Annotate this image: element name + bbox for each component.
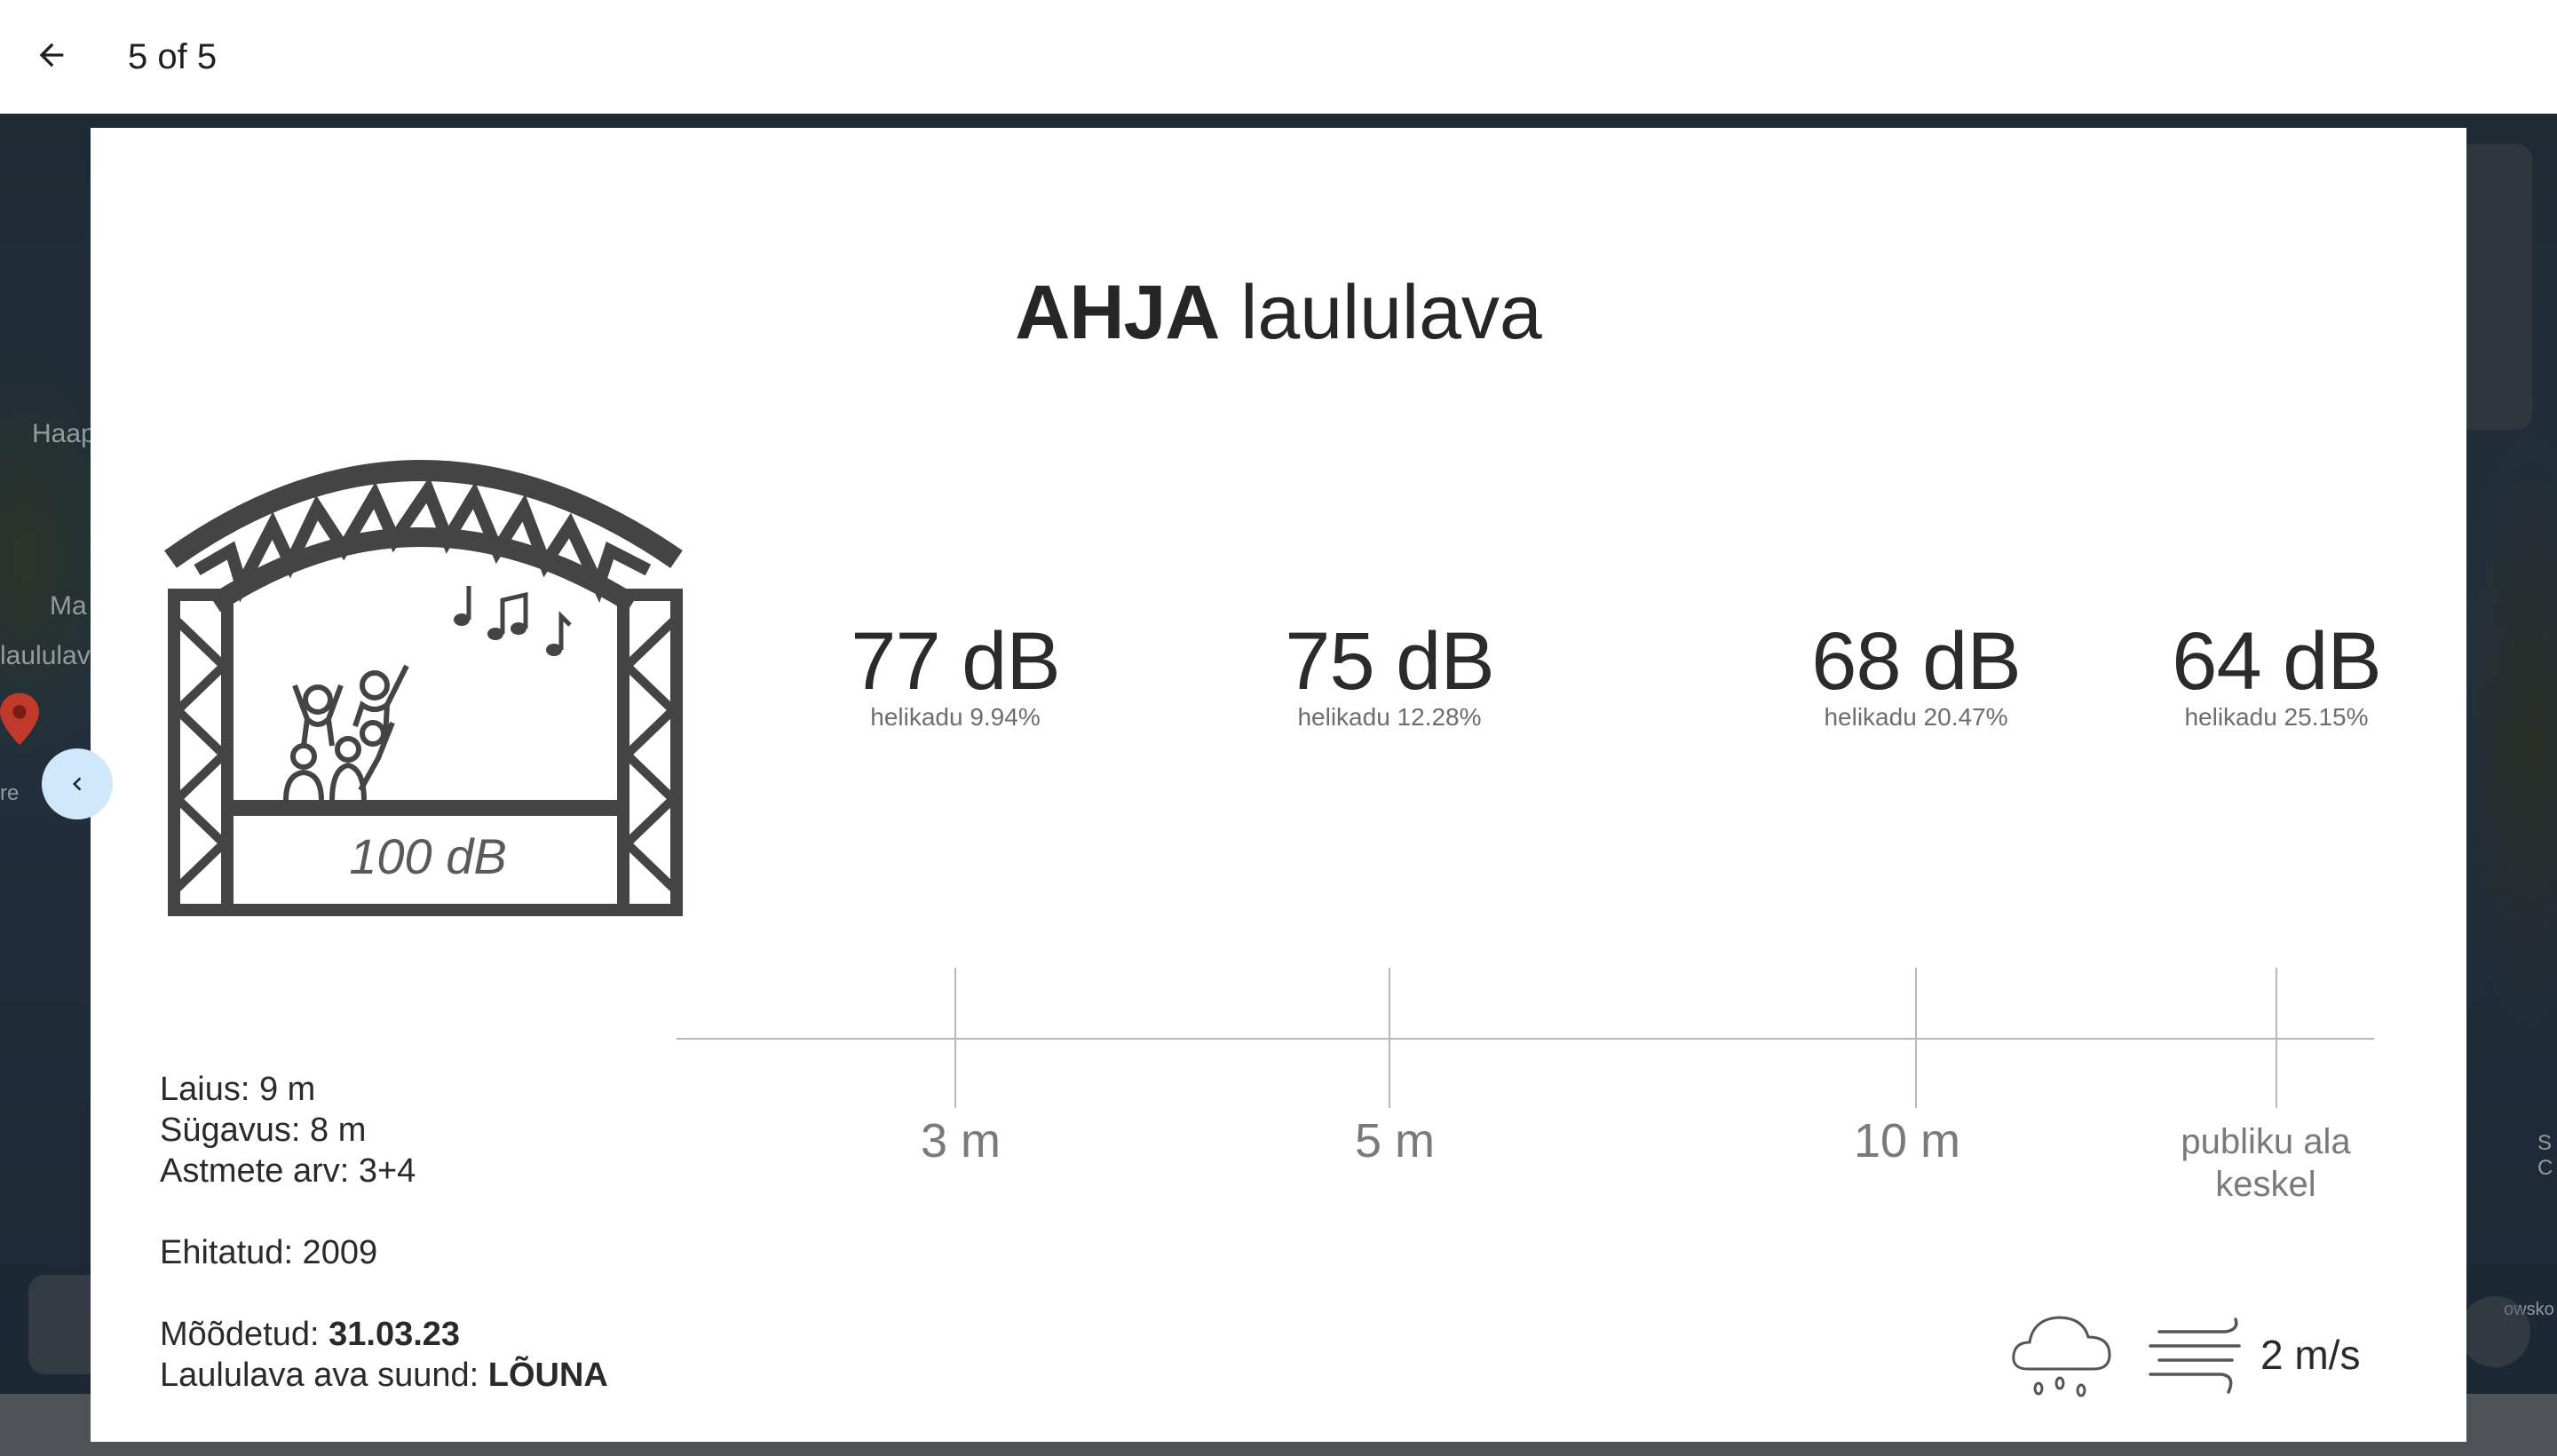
distance-line: keskel: [2133, 1163, 2399, 1206]
map-label: Ma: [50, 591, 87, 621]
image-counter: 5 of 5: [128, 32, 217, 82]
map-pin-icon[interactable]: [0, 692, 39, 746]
distance-line: publiku ala: [2133, 1120, 2399, 1163]
map-label: S: [2537, 1131, 2552, 1156]
map-label: C: [2537, 1156, 2553, 1181]
measurement-noise: helikadu 12.28%: [1256, 701, 1523, 733]
axis-tick: [1915, 968, 1917, 1108]
stage-direction: Laululava ava suund: LÕUNA: [160, 1355, 608, 1396]
title-suffix: laululava: [1219, 270, 1541, 355]
stage-tower-left-lattice: [178, 621, 224, 888]
axis-tick: [954, 968, 956, 1108]
measurement-db: 75 dB: [1256, 613, 1523, 710]
measured-label: Mõõdetud:: [160, 1316, 329, 1353]
measurement-distance: 3 m: [827, 1112, 1094, 1170]
wind-speed: 2 m/s: [2260, 1330, 2360, 1380]
measurement-db: 77 dB: [822, 613, 1089, 710]
direction-value: LÕUNA: [488, 1357, 608, 1394]
photo-card: AHJA laululava: [91, 128, 2466, 1442]
measurement-distance: 10 m: [1774, 1112, 2040, 1170]
chevron-left-icon: [64, 771, 91, 797]
measured-value: 31.03.23: [329, 1316, 460, 1353]
map-label: re: [0, 781, 19, 806]
axis-tick: [1389, 968, 1390, 1108]
map-zoom-control[interactable]: [2459, 1296, 2530, 1367]
stage-tower-right-lattice: [627, 621, 673, 888]
map-label: Haap: [32, 419, 96, 449]
wind-icon: [2147, 1318, 2253, 1397]
stage-built: Ehitatud: 2009: [160, 1232, 377, 1273]
measurement-distance: publiku ala keskel: [2133, 1120, 2399, 1206]
stage-width: Laius: 9 m: [160, 1069, 315, 1110]
measurement-distance: 5 m: [1262, 1112, 1528, 1170]
stage-depth: Sügavus: 8 m: [160, 1110, 366, 1151]
measurement-noise: helikadu 20.47%: [1783, 701, 2049, 733]
measurement-noise: helikadu 9.94%: [822, 701, 1089, 733]
top-app-bar: 5 of 5: [0, 0, 2557, 114]
title-venue: AHJA: [1015, 270, 1219, 355]
distance-axis: [677, 1038, 2374, 1040]
measurement-noise: helikadu 25.15%: [2143, 701, 2410, 733]
measured-date: Mõõdetud: 31.03.23: [160, 1314, 460, 1355]
direction-label: Laululava ava suund:: [160, 1357, 488, 1394]
arrow-back-icon: [34, 37, 69, 73]
previous-image-button[interactable]: [42, 748, 113, 819]
map-label: laululav: [0, 641, 91, 671]
measurement-db: 68 dB: [1783, 613, 2049, 710]
stage-sound-level: 100 dB: [236, 826, 620, 888]
back-button[interactable]: [18, 21, 85, 89]
stage-steps: Astmete arv: 3+4: [160, 1151, 416, 1191]
music-notes-icon: [454, 586, 570, 656]
card-title: AHJA laululava: [91, 268, 2466, 357]
axis-tick: [2276, 968, 2277, 1108]
stage-performers: [286, 666, 407, 801]
rain-cloud-icon: [2008, 1307, 2115, 1405]
measurement-db: 64 dB: [2143, 613, 2410, 710]
